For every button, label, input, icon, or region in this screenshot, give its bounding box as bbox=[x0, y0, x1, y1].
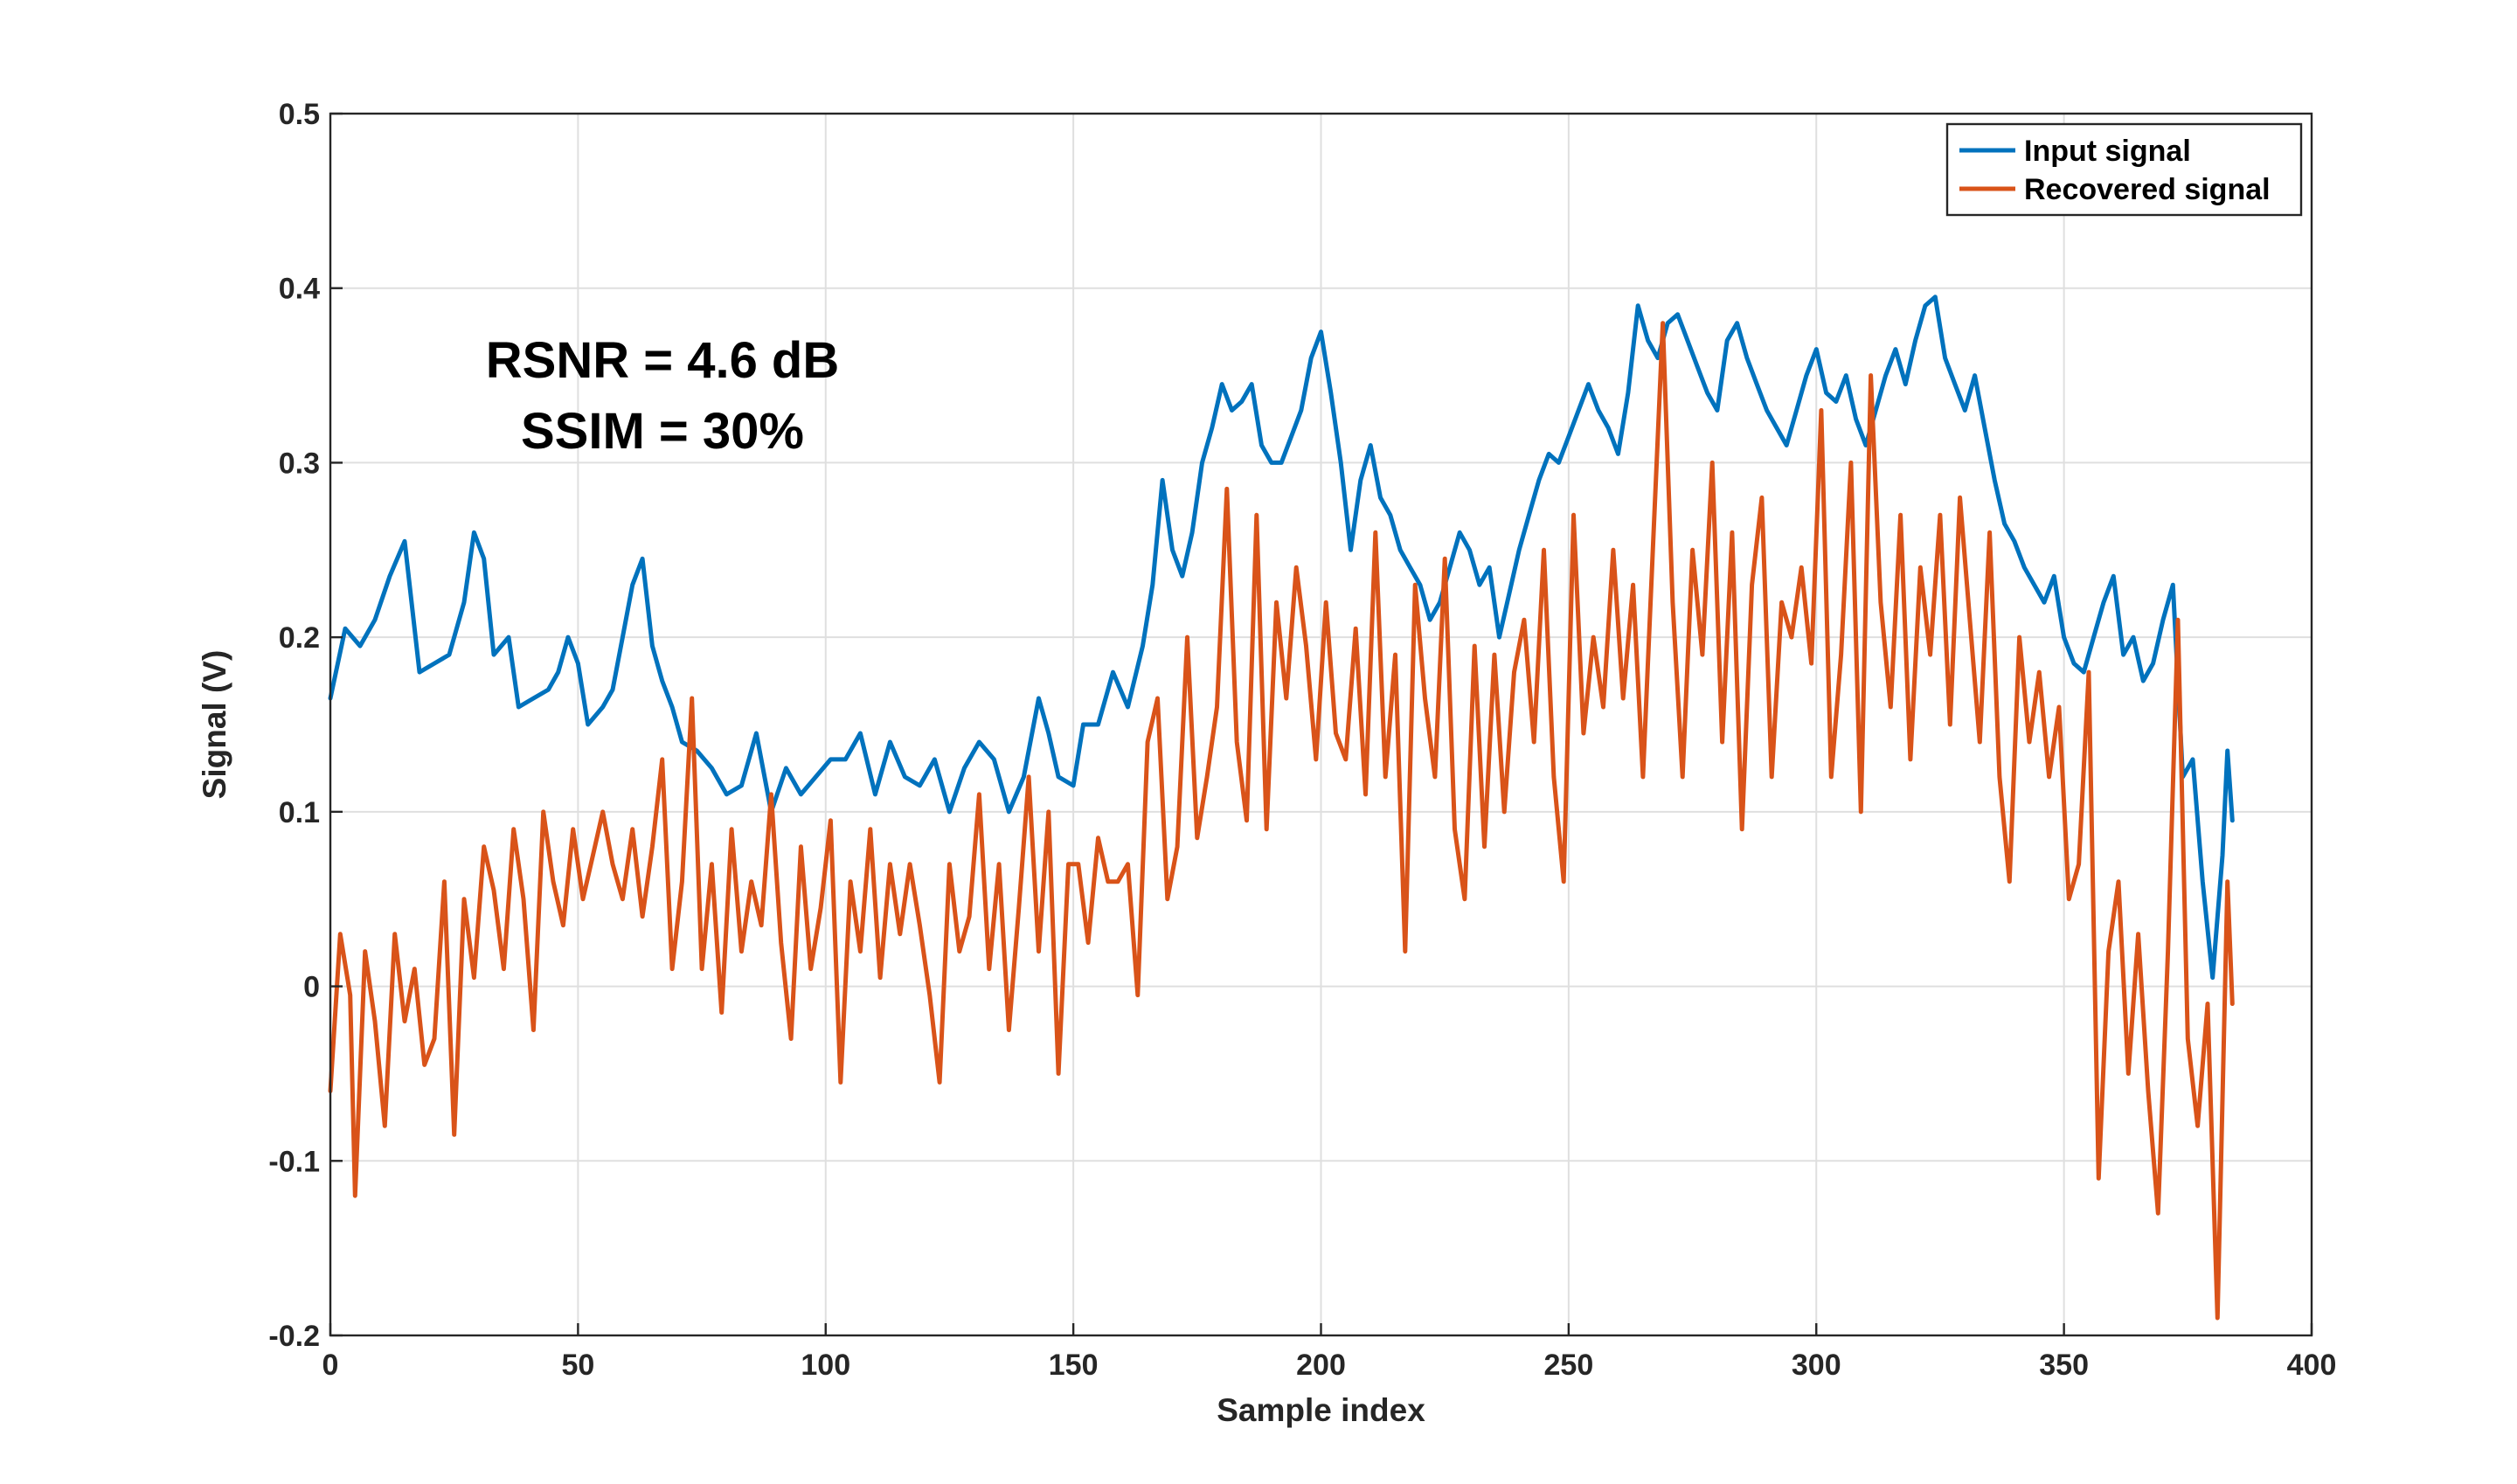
y-tick-label: 0.4 bbox=[279, 273, 320, 306]
x-tick-label: 200 bbox=[1296, 1349, 1346, 1382]
x-tick-label: 250 bbox=[1544, 1349, 1594, 1382]
legend-label-recovered-signal: Recovered signal bbox=[2024, 173, 2271, 206]
rsnr-annotation: RSNR = 4.6 dB bbox=[486, 332, 840, 389]
x-tick-label: 0 bbox=[322, 1349, 339, 1382]
ssim-annotation: SSIM = 30% bbox=[521, 403, 804, 460]
series-line-input-signal bbox=[328, 295, 2235, 981]
x-axis-label: Sample index bbox=[1217, 1392, 1425, 1428]
x-tick-label: 350 bbox=[2039, 1349, 2089, 1382]
x-tick-label: 300 bbox=[1792, 1349, 1841, 1382]
x-axis-ticks: 0 50 100 150 200 250 300 350 400 bbox=[322, 1323, 2337, 1382]
legend-label-input-signal: Input signal bbox=[2024, 135, 2191, 168]
y-axis-ticks: -0.2 -0.1 0 0.1 0.2 0.3 0.4 0.5 bbox=[268, 98, 343, 1353]
y-tick-label: 0.1 bbox=[279, 796, 320, 829]
series-layer bbox=[328, 295, 2235, 1321]
y-tick-label: -0.2 bbox=[268, 1320, 320, 1353]
y-axis-label: Signal (V) bbox=[197, 650, 232, 800]
legend-box bbox=[1945, 122, 2303, 217]
series-line-recovered-signal bbox=[328, 321, 2235, 1321]
x-tick-label: 50 bbox=[561, 1349, 594, 1382]
y-tick-label: -0.1 bbox=[268, 1145, 320, 1178]
y-tick-label: 0 bbox=[303, 971, 320, 1004]
y-tick-label: 0.5 bbox=[279, 98, 320, 131]
x-tick-label: 100 bbox=[801, 1349, 850, 1382]
x-tick-label: 150 bbox=[1049, 1349, 1099, 1382]
y-tick-label: 0.2 bbox=[279, 621, 320, 655]
legend: Input signal Recovered signal bbox=[1945, 122, 2303, 217]
x-tick-label: 400 bbox=[2287, 1349, 2337, 1382]
y-tick-label: 0.3 bbox=[279, 447, 320, 480]
